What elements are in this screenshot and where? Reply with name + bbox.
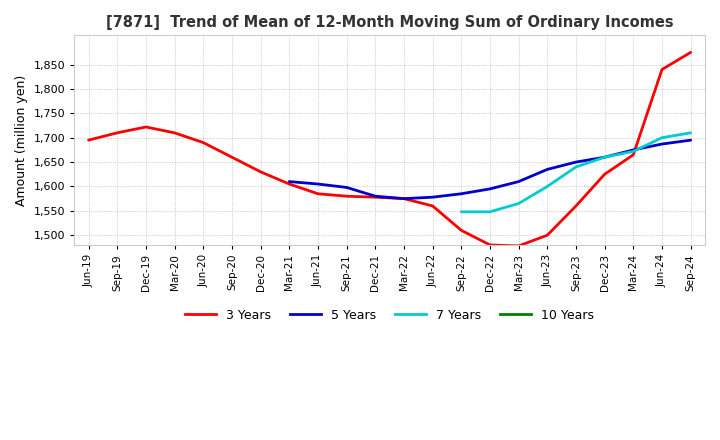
3 Years: [657, 67, 666, 72]
7 Years: [629, 149, 638, 154]
Legend: 3 Years, 5 Years, 7 Years, 10 Years: 3 Years, 5 Years, 7 Years, 10 Years: [180, 304, 599, 327]
7 Years: [572, 164, 580, 169]
Line: 3 Years: 3 Years: [89, 52, 690, 246]
5 Years: [485, 186, 494, 191]
5 Years: [428, 194, 437, 200]
3 Years: [572, 203, 580, 209]
5 Years: [457, 191, 466, 196]
Title: [7871]  Trend of Mean of 12-Month Moving Sum of Ordinary Incomes: [7871] Trend of Mean of 12-Month Moving …: [106, 15, 673, 30]
5 Years: [342, 185, 351, 190]
3 Years: [457, 227, 466, 233]
3 Years: [629, 152, 638, 158]
5 Years: [371, 194, 379, 199]
3 Years: [285, 181, 294, 187]
7 Years: [514, 201, 523, 206]
3 Years: [686, 50, 695, 55]
Line: 7 Years: 7 Years: [462, 133, 690, 212]
7 Years: [686, 130, 695, 136]
3 Years: [228, 154, 236, 160]
Y-axis label: Amount (million yen): Amount (million yen): [15, 74, 28, 206]
3 Years: [314, 191, 323, 196]
5 Years: [629, 147, 638, 153]
3 Years: [256, 169, 265, 175]
5 Years: [600, 154, 609, 160]
7 Years: [657, 135, 666, 140]
5 Years: [285, 179, 294, 184]
7 Years: [485, 209, 494, 214]
3 Years: [428, 203, 437, 209]
5 Years: [657, 141, 666, 147]
5 Years: [686, 138, 695, 143]
3 Years: [485, 242, 494, 248]
3 Years: [543, 233, 552, 238]
5 Years: [314, 181, 323, 187]
3 Years: [199, 140, 207, 145]
7 Years: [543, 184, 552, 189]
5 Years: [543, 167, 552, 172]
3 Years: [600, 172, 609, 177]
5 Years: [572, 159, 580, 165]
3 Years: [514, 243, 523, 249]
Line: 5 Years: 5 Years: [289, 140, 690, 198]
3 Years: [170, 130, 179, 136]
3 Years: [371, 194, 379, 200]
3 Years: [400, 196, 408, 201]
3 Years: [113, 130, 122, 136]
3 Years: [142, 125, 150, 130]
7 Years: [457, 209, 466, 214]
5 Years: [514, 179, 523, 184]
3 Years: [84, 138, 93, 143]
7 Years: [600, 154, 609, 160]
3 Years: [342, 194, 351, 199]
5 Years: [400, 196, 408, 201]
